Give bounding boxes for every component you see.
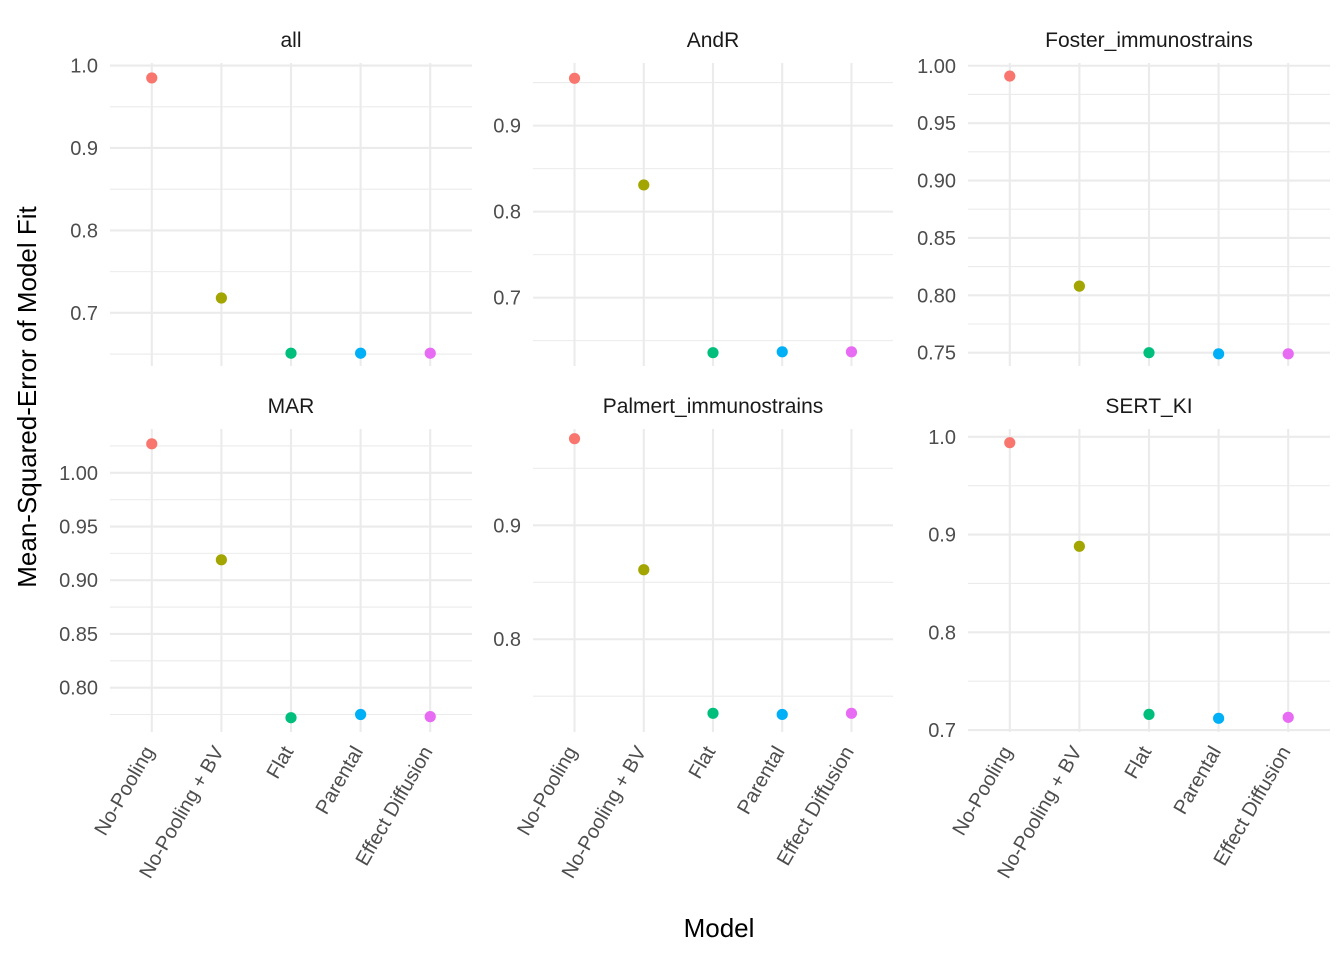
data-point-flat bbox=[285, 347, 297, 359]
data-point-no-pooling bbox=[146, 438, 158, 450]
y-tick-label: 0.90 bbox=[917, 171, 956, 193]
y-tick-label: 0.9 bbox=[928, 525, 956, 547]
y-tick-label: 0.7 bbox=[928, 720, 956, 742]
data-point-flat bbox=[707, 347, 719, 359]
y-axis-title: Mean-Squared-Error of Model Fit bbox=[12, 205, 42, 587]
y-tick-label: 0.7 bbox=[70, 303, 98, 325]
y-tick-label: 0.9 bbox=[70, 138, 98, 160]
data-point-parental bbox=[776, 346, 788, 358]
facet-panels: 0.7 0.8 0.9 1.0 all 0.7 0.8 0.9 AndR 0.75 0.80 0.85… bbox=[59, 29, 1330, 882]
facet-panel-5: 0.80.9Palmert_immunostrainsNo-PoolingNo-… bbox=[493, 395, 893, 882]
y-tick-label: 1.00 bbox=[917, 56, 956, 78]
y-tick-label: 0.7 bbox=[493, 288, 521, 310]
y-tick-label: 0.90 bbox=[59, 570, 98, 592]
facet-panel-1: 0.7 0.8 0.9 1.0 all bbox=[70, 29, 472, 366]
data-point-parental bbox=[355, 347, 367, 359]
x-tick-label: Effect Diffusion bbox=[352, 743, 438, 870]
x-tick-label: Effect Diffusion bbox=[1210, 743, 1296, 870]
facet-title: Palmert_immunostrains bbox=[603, 395, 824, 418]
data-point-parental bbox=[355, 708, 367, 721]
x-axis-title: Model bbox=[684, 913, 755, 943]
y-tick-label: 0.75 bbox=[917, 343, 956, 365]
x-tick-label: Effect Diffusion bbox=[773, 743, 859, 870]
data-point-no-pooling bbox=[1004, 437, 1016, 449]
data-point-effect-diffusion bbox=[1282, 711, 1294, 723]
data-point-effect-diffusion bbox=[424, 711, 436, 723]
data-point-effect-diffusion bbox=[424, 347, 436, 359]
y-tick-label: 0.9 bbox=[493, 116, 521, 138]
data-point-flat bbox=[707, 707, 719, 719]
facet-title: MAR bbox=[268, 395, 315, 418]
data-point-parental bbox=[776, 708, 788, 721]
data-point-no-pooling-bv bbox=[638, 179, 650, 191]
y-tick-label: 0.80 bbox=[917, 285, 956, 307]
data-point-no-pooling bbox=[146, 72, 158, 84]
facet-panel-6: 0.70.80.91.0SERT_KINo-PoolingNo-Pooling … bbox=[928, 395, 1330, 882]
x-tick-label: Flat bbox=[1121, 742, 1157, 782]
x-tick-label: Parental bbox=[312, 743, 368, 819]
y-tick-label: 0.85 bbox=[59, 624, 98, 646]
data-point-flat bbox=[285, 712, 297, 724]
y-tick-label: 0.8 bbox=[928, 622, 956, 644]
y-tick-label: 0.85 bbox=[917, 228, 956, 250]
data-point-effect-diffusion bbox=[1282, 348, 1294, 360]
data-point-effect-diffusion bbox=[845, 707, 858, 719]
y-tick-label: 1.0 bbox=[928, 427, 956, 449]
y-tick-label: 0.9 bbox=[493, 515, 521, 537]
y-tick-label: 0.95 bbox=[917, 113, 956, 135]
data-point-flat bbox=[1143, 347, 1155, 359]
data-point-no-pooling bbox=[1004, 70, 1016, 82]
facet-title: all bbox=[280, 29, 301, 52]
data-point-effect-diffusion bbox=[845, 346, 858, 358]
y-tick-label: 0.8 bbox=[493, 202, 521, 224]
y-tick-label: 1.00 bbox=[59, 463, 98, 485]
facet-title: SERT_KI bbox=[1105, 395, 1192, 418]
y-tick-label: 0.8 bbox=[70, 220, 98, 242]
data-point-no-pooling-bv bbox=[1073, 280, 1085, 292]
facet-title: AndR bbox=[687, 29, 740, 52]
data-point-no-pooling-bv bbox=[1073, 540, 1085, 552]
x-tick-label: Parental bbox=[1170, 743, 1226, 819]
x-tick-label: No-Pooling bbox=[513, 743, 582, 840]
y-tick-label: 1.0 bbox=[70, 56, 98, 78]
data-point-parental bbox=[1213, 712, 1225, 724]
x-tick-label: Parental bbox=[733, 743, 789, 819]
data-point-no-pooling bbox=[568, 72, 581, 84]
x-tick-label: No-Pooling bbox=[91, 743, 160, 840]
y-tick-label: 0.8 bbox=[493, 629, 521, 651]
x-tick-label: No-Pooling bbox=[949, 743, 1018, 840]
data-point-parental bbox=[1213, 348, 1225, 360]
data-point-no-pooling-bv bbox=[638, 564, 650, 576]
data-point-no-pooling-bv bbox=[215, 292, 227, 304]
data-point-no-pooling-bv bbox=[215, 554, 227, 566]
x-tick-label: Flat bbox=[263, 742, 299, 782]
y-tick-label: 0.95 bbox=[59, 517, 98, 539]
facet-panel-4: 0.800.850.900.951.00MARNo-PoolingNo-Pool… bbox=[59, 395, 472, 882]
data-point-no-pooling bbox=[568, 433, 581, 445]
x-tick-label: Flat bbox=[685, 742, 721, 782]
facet-title: Foster_immunostrains bbox=[1045, 29, 1253, 52]
data-point-flat bbox=[1143, 708, 1155, 721]
facet-panel-3: 0.75 0.80 0.85 0.90 0.95 1.00 Foster_immunostr… bbox=[917, 29, 1330, 366]
y-tick-label: 0.80 bbox=[59, 678, 98, 700]
facet-panel-2: 0.7 0.8 0.9 AndR bbox=[493, 29, 893, 366]
